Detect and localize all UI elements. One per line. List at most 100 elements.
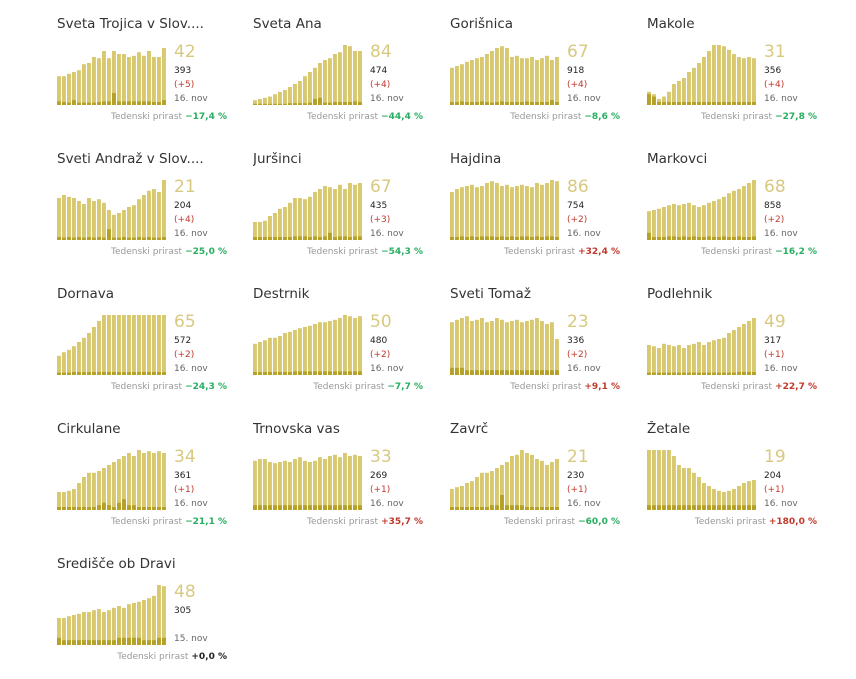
bar-total xyxy=(162,453,166,510)
bar-total xyxy=(97,199,101,240)
bar-new xyxy=(142,237,146,240)
bar-new xyxy=(77,507,81,510)
bar-total xyxy=(92,610,96,645)
bar-total xyxy=(712,489,716,510)
total-cases: 435 xyxy=(370,201,388,211)
bar-total xyxy=(107,465,111,510)
bar-total xyxy=(515,454,519,510)
bar-total xyxy=(727,490,731,510)
municipality-card: Dornava 65 572 (+2) 16. nov Tedenski prirast −… xyxy=(57,286,227,406)
bar-new xyxy=(490,236,494,240)
bar-total xyxy=(348,183,352,240)
bar-new xyxy=(137,372,141,375)
municipality-card: Središče ob Dravi 48 305 15. nov Tedenski pr… xyxy=(57,556,227,676)
bar-new xyxy=(122,637,126,645)
bar-total xyxy=(112,462,116,510)
bar-total xyxy=(258,99,262,105)
bar-total xyxy=(137,315,141,375)
sparkline-chart xyxy=(647,45,756,105)
bar-total xyxy=(157,192,161,240)
bar-new xyxy=(112,507,116,510)
bar-new xyxy=(505,505,509,510)
daily-delta: (+3) xyxy=(370,215,391,225)
bar-new xyxy=(298,371,302,375)
bar-new xyxy=(97,372,101,375)
bar-new xyxy=(268,505,272,510)
bar-total xyxy=(545,465,549,510)
bar-new xyxy=(722,372,726,375)
bar-total xyxy=(550,322,554,375)
bar-new xyxy=(152,640,156,645)
bar-total xyxy=(485,322,489,375)
bar-total xyxy=(358,316,362,375)
bar-total xyxy=(475,58,479,105)
bar-total xyxy=(677,81,681,105)
bar-total xyxy=(515,186,519,240)
bar-total xyxy=(77,483,81,510)
bar-total xyxy=(747,57,751,105)
weekly-growth-value: −21,1 % xyxy=(185,517,227,527)
weekly-growth-label: Tedenski prirast xyxy=(701,382,773,392)
bar-new xyxy=(273,372,277,375)
bar-total xyxy=(752,180,756,240)
municipality-name: Sveta Trojica v Slov.... xyxy=(57,16,204,32)
bar-total xyxy=(682,204,686,240)
bar-total xyxy=(485,472,489,510)
municipality-name: Gorišnica xyxy=(450,16,514,32)
bar-total xyxy=(308,72,312,105)
active-cases-value: 84 xyxy=(370,42,392,62)
bar-new xyxy=(132,101,136,105)
bar-total xyxy=(672,204,676,240)
bar-new xyxy=(682,102,686,105)
bar-new xyxy=(535,102,539,105)
bar-new xyxy=(283,237,287,240)
bar-total xyxy=(450,67,454,105)
bar-new xyxy=(505,237,509,240)
bar-total xyxy=(333,454,337,510)
date-label: 16. nov xyxy=(370,229,404,239)
bar-new xyxy=(515,102,519,105)
bar-new xyxy=(162,637,166,645)
bar-new xyxy=(480,370,484,375)
bar-total xyxy=(555,459,559,510)
bar-total xyxy=(662,343,666,375)
bar-total xyxy=(122,210,126,240)
bar-total xyxy=(268,337,272,375)
bar-total xyxy=(333,54,337,105)
bar-new xyxy=(152,507,156,510)
bar-total xyxy=(687,202,691,240)
bar-total xyxy=(162,315,166,375)
municipality-card: Trnovska vas 33 269 (+1) 16. nov Tedenski pri… xyxy=(253,421,423,541)
bar-new xyxy=(742,505,746,510)
bar-new xyxy=(92,640,96,645)
bar-new xyxy=(682,236,686,240)
bar-new xyxy=(470,236,474,240)
bar-total xyxy=(87,612,91,645)
bar-new xyxy=(657,237,661,240)
weekly-growth-row: Tedenski prirast −17,4 % xyxy=(111,112,227,122)
bar-new xyxy=(82,237,86,240)
bar-total xyxy=(702,345,706,375)
bar-total xyxy=(258,222,262,240)
bar-total xyxy=(480,318,484,375)
bar-total xyxy=(717,490,721,510)
bar-new xyxy=(338,371,342,375)
date-label: 16. nov xyxy=(764,364,798,374)
bar-new xyxy=(647,232,651,240)
bar-new xyxy=(358,102,362,105)
bar-total xyxy=(293,84,297,105)
bar-new xyxy=(152,372,156,375)
bar-new xyxy=(142,101,146,105)
bar-new xyxy=(358,371,362,375)
bar-new xyxy=(677,237,681,240)
weekly-growth-row: Tedenski prirast +9,1 % xyxy=(510,382,620,392)
total-cases: 858 xyxy=(764,201,782,211)
bar-new xyxy=(555,237,559,240)
bar-new xyxy=(313,99,317,105)
bar-total xyxy=(500,46,504,105)
bar-total xyxy=(157,451,161,510)
bar-total xyxy=(540,58,544,105)
bar-new xyxy=(687,505,691,510)
bar-total xyxy=(525,58,529,105)
total-cases: 572 xyxy=(174,336,192,346)
